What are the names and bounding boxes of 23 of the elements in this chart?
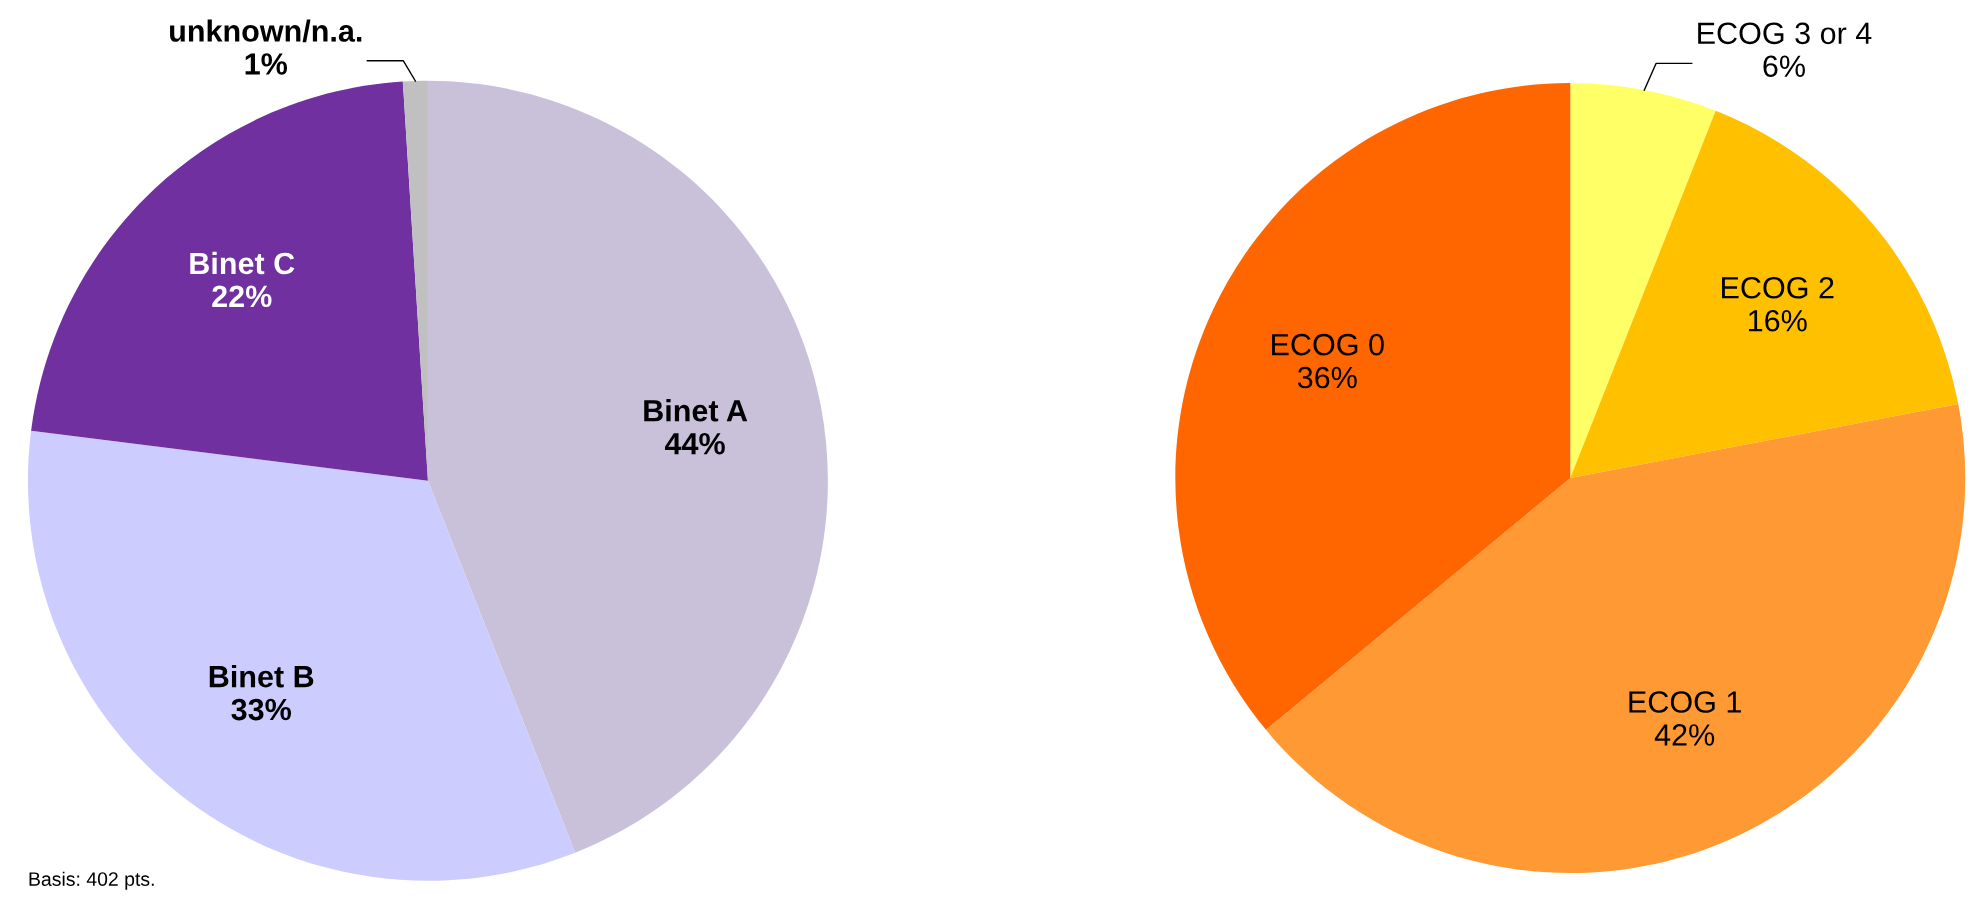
slice-label: ECOG 3 or 4	[1698, 22, 1872, 45]
text: Basis: 402 pts.	[29, 871, 154, 890]
pie-slice	[1570, 83, 1716, 479]
data-label: 1%	[245, 53, 288, 75]
data-label: 22%	[212, 285, 272, 308]
slice-label: ECOG 0	[1272, 333, 1384, 356]
slice-label: unknown/n.a.	[170, 19, 362, 43]
data-label: 44%	[664, 432, 725, 455]
data-label: 42%	[1654, 724, 1715, 746]
slice-label: Binet B	[209, 665, 314, 688]
data-label: 6%	[1763, 55, 1805, 78]
pie-slice	[1265, 404, 1966, 874]
pie-slice	[31, 81, 428, 481]
slice-label: ECOG 2	[1722, 276, 1834, 299]
pie-slice	[1175, 83, 1571, 730]
slice-label: Binet C	[190, 251, 295, 275]
slice-label: Binet A	[644, 399, 748, 422]
data-label: 16%	[1749, 309, 1807, 332]
pie-slice	[427, 80, 828, 853]
slice-label: ECOG 1	[1629, 691, 1741, 713]
pie-slice	[1570, 110, 1959, 479]
data-label: 36%	[1297, 366, 1357, 389]
data-label: 33%	[231, 698, 291, 721]
